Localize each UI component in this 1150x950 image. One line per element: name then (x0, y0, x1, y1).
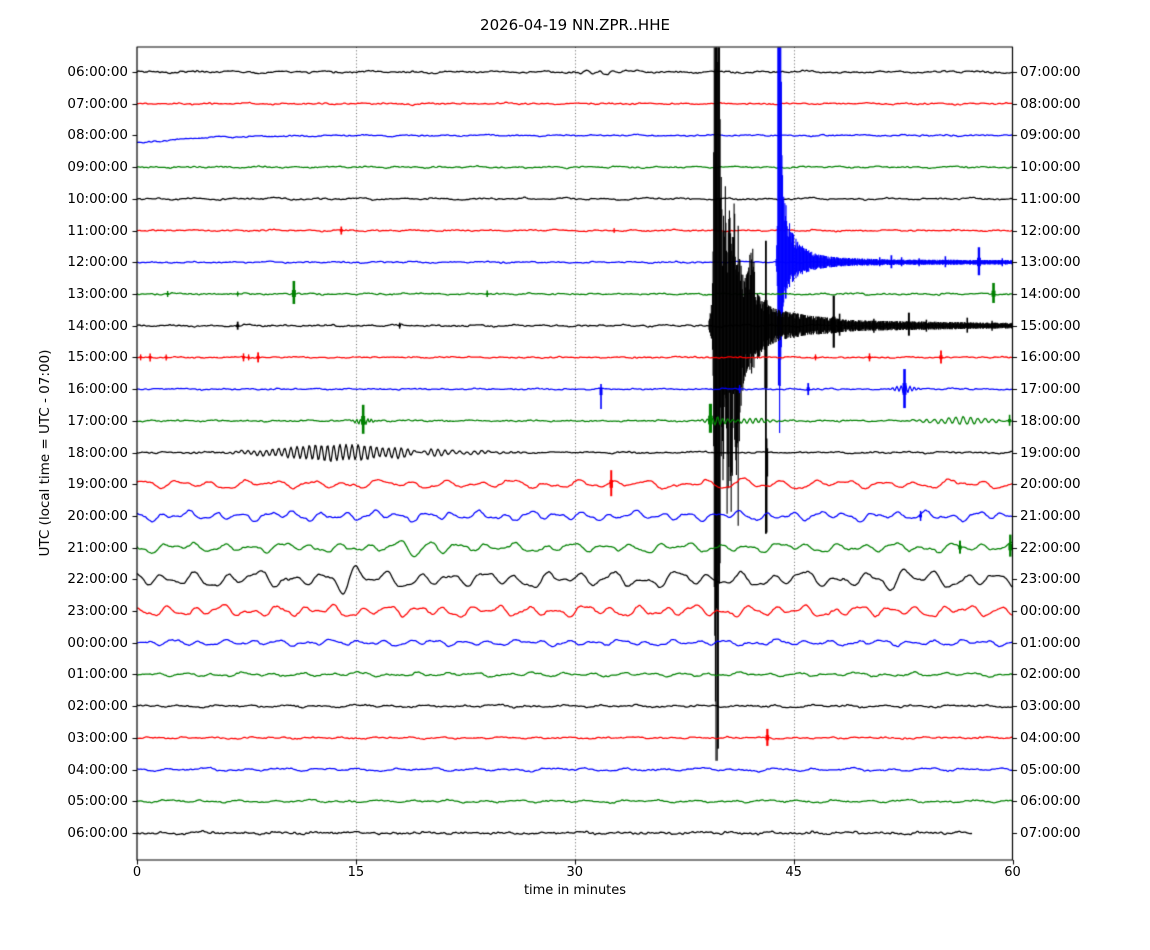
plot-title: 2026-04-19 NN.ZPR..HHE (480, 16, 670, 34)
local-time-label: 14:00:00 (1020, 285, 1081, 302)
utc-time-label: 19:00:00 (67, 476, 128, 493)
local-time-label: 09:00:00 (1020, 127, 1081, 144)
utc-time-label: 21:00:00 (67, 539, 128, 556)
utc-time-label: 06:00:00 (67, 825, 128, 841)
local-time-label: 20:00:00 (1020, 476, 1081, 493)
utc-time-label: 18:00:00 (67, 444, 128, 461)
utc-time-label: 08:00:00 (67, 127, 128, 144)
local-time-label: 23:00:00 (1020, 571, 1081, 588)
utc-time-label: 00:00:00 (67, 634, 128, 651)
x-tick-label-45: 45 (785, 865, 802, 880)
local-time-label: 00:00:00 (1020, 603, 1081, 620)
x-tick-label-0: 0 (132, 865, 142, 880)
utc-time-label: 16:00:00 (67, 381, 128, 398)
utc-time-label: 11:00:00 (67, 222, 128, 239)
utc-time-label: 01:00:00 (67, 666, 128, 683)
local-time-label: 21:00:00 (1020, 507, 1081, 524)
local-time-label: 07:00:00 (1020, 825, 1081, 841)
utc-time-label: 14:00:00 (67, 317, 128, 334)
utc-time-label: 05:00:00 (67, 793, 128, 810)
utc-time-label: 15:00:00 (67, 349, 128, 366)
utc-time-label: 10:00:00 (67, 190, 128, 207)
local-time-label: 10:00:00 (1020, 159, 1081, 176)
local-time-label: 08:00:00 (1020, 95, 1081, 112)
local-time-label: 19:00:00 (1020, 444, 1081, 461)
local-time-label: 22:00:00 (1020, 539, 1081, 556)
utc-time-label: 02:00:00 (67, 698, 128, 715)
local-time-label: 11:00:00 (1020, 190, 1081, 207)
x-tick-label-30: 30 (566, 865, 584, 880)
utc-time-label: 07:00:00 (67, 95, 128, 112)
utc-time-label: 13:00:00 (67, 285, 128, 302)
utc-time-label: 06:00:00 (67, 64, 128, 80)
local-time-label: 16:00:00 (1020, 349, 1081, 366)
local-time-label: 17:00:00 (1020, 381, 1081, 398)
x-tick-label-15: 15 (347, 865, 365, 880)
utc-time-label: 12:00:00 (67, 254, 128, 271)
x-tick-label-60: 60 (1004, 865, 1021, 880)
local-time-label: 15:00:00 (1020, 317, 1081, 334)
local-time-label: 02:00:00 (1020, 666, 1081, 683)
local-time-label: 06:00:00 (1020, 793, 1081, 810)
utc-time-label: 09:00:00 (67, 159, 128, 176)
local-time-label: 18:00:00 (1020, 412, 1081, 429)
utc-time-label: 23:00:00 (67, 603, 128, 620)
local-time-label: 03:00:00 (1020, 698, 1081, 715)
local-time-label: 13:00:00 (1020, 254, 1081, 271)
local-time-label: 07:00:00 (1020, 64, 1081, 80)
x-axis-label: time in minutes (523, 883, 627, 898)
local-time-label: 05:00:00 (1020, 761, 1081, 778)
utc-time-label: 20:00:00 (67, 507, 128, 524)
utc-time-label: 17:00:00 (67, 412, 128, 429)
utc-time-label: 22:00:00 (67, 571, 128, 588)
local-time-label: 01:00:00 (1020, 634, 1081, 651)
utc-time-label: 04:00:00 (67, 761, 128, 778)
local-time-label: 04:00:00 (1020, 729, 1081, 746)
local-time-label: 12:00:00 (1020, 222, 1081, 239)
utc-time-label: 03:00:00 (67, 729, 128, 746)
